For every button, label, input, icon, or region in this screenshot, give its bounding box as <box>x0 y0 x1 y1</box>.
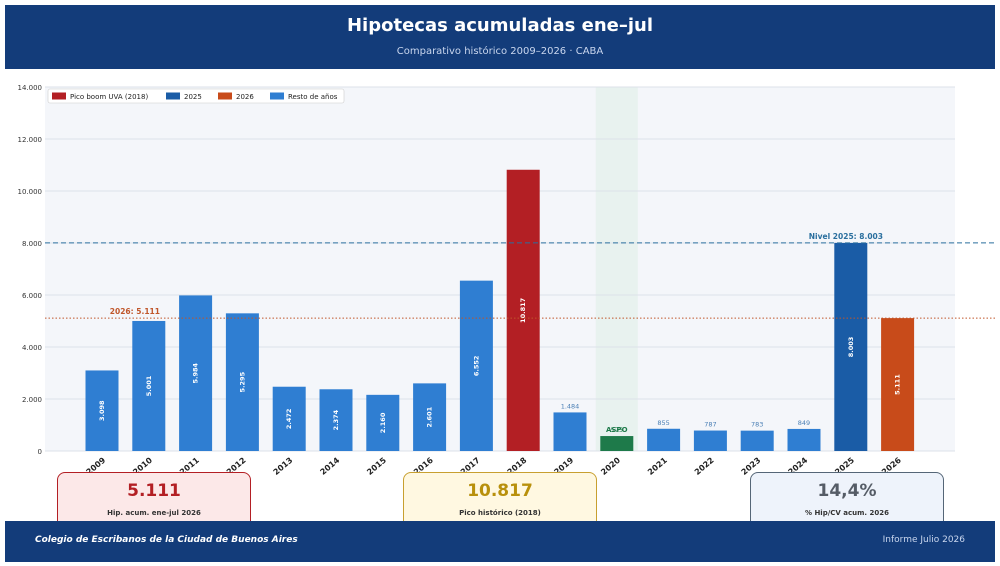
data-label: 5.111 <box>894 374 902 395</box>
bar-2022 <box>693 430 727 451</box>
data-label: 5.001 <box>145 375 153 396</box>
data-label: 2.601 <box>426 406 434 427</box>
y-tick-label: 0 <box>38 448 42 456</box>
bar-2012 <box>225 313 259 451</box>
y-tick-label: 2.000 <box>22 396 42 404</box>
x-tick-label: 2021 <box>646 455 669 475</box>
y-tick-label: 4.000 <box>22 344 42 352</box>
bar-2018 <box>506 169 540 451</box>
data-label: 575 <box>611 426 623 434</box>
y-tick-label: 6.000 <box>22 292 42 300</box>
footer-banner: Colegio de Escribanos de la Ciudad de Bu… <box>5 521 995 562</box>
bar-2015 <box>366 394 400 451</box>
data-label: 5.295 <box>238 371 246 392</box>
x-tick-label: 2014 <box>318 455 341 475</box>
bar-2016 <box>413 383 447 451</box>
shaded-band <box>595 87 638 451</box>
legend-label: Resto de años <box>288 93 338 101</box>
kpi-label: Pico histórico (2018) <box>459 509 541 517</box>
bar-2014 <box>319 389 353 451</box>
y-tick-label: 10.000 <box>18 188 43 196</box>
footer-organization: Colegio de Escribanos de la Ciudad de Bu… <box>35 535 298 545</box>
legend-swatch <box>270 92 284 100</box>
bar-2023 <box>740 430 774 451</box>
data-label: 5.984 <box>192 362 200 383</box>
footer-report-date: Informe Julio 2026 <box>882 535 965 545</box>
data-label: 10.817 <box>519 298 527 323</box>
data-label: 3.098 <box>98 400 106 421</box>
data-label: 849 <box>798 419 810 427</box>
data-label: 787 <box>704 421 716 429</box>
bar-2017 <box>459 280 493 451</box>
data-label: 8.003 <box>847 337 855 358</box>
data-label: 2.374 <box>332 409 340 430</box>
kpi-label: % Hip/CV acum. 2026 <box>805 509 889 517</box>
bar-2026 <box>881 318 915 451</box>
header-banner: Hipotecas acumuladas ene–jul Comparativo… <box>5 5 995 69</box>
bar-2024 <box>787 428 821 451</box>
data-label: 6.552 <box>472 356 480 377</box>
kpi-value: 5.111 <box>127 481 181 501</box>
aspo-annotation: ASPO <box>606 426 628 434</box>
bar-2019 <box>553 412 587 451</box>
data-label: 783 <box>751 421 763 429</box>
reference-line-label-2025: Nivel 2025: 8.003 <box>809 232 883 241</box>
legend-swatch <box>52 92 66 100</box>
x-tick-label: 2015 <box>365 455 388 475</box>
bar-2021 <box>647 428 681 451</box>
legend-label: 2026 <box>236 93 254 101</box>
legend-label: 2025 <box>184 93 202 101</box>
kpi-value: 14,4% <box>817 481 877 501</box>
y-tick-label: 12.000 <box>18 136 43 144</box>
data-label: 1.484 <box>561 402 580 410</box>
x-tick-label: 2022 <box>693 456 716 475</box>
x-tick-label: 2020 <box>599 455 622 475</box>
legend-swatch <box>218 92 232 100</box>
bar-2020 <box>600 436 634 451</box>
page-subtitle: Comparativo histórico 2009–2026 · CABA <box>396 46 604 57</box>
data-label: 2.160 <box>379 412 387 433</box>
kpi-value: 10.817 <box>467 481 533 501</box>
reference-line-label-2026: 2026: 5.111 <box>110 307 160 316</box>
bar-2025 <box>834 242 868 451</box>
data-label: 2.472 <box>285 409 293 430</box>
bar-chart: 0 2.000 4.000 6.000 8.000 10.000 12.000 14.000 3… <box>18 84 995 475</box>
legend-swatch <box>166 92 180 100</box>
kpi-label: Hip. acum. ene-jul 2026 <box>107 509 201 517</box>
legend-label: Pico boom UVA (2018) <box>70 93 148 101</box>
data-label: 855 <box>657 419 669 427</box>
bar-2009 <box>85 370 119 451</box>
y-tick-label: 8.000 <box>22 240 42 248</box>
bar-2011 <box>179 295 213 451</box>
y-tick-label: 14.000 <box>18 84 43 92</box>
x-tick-label: 2013 <box>272 456 295 475</box>
page-title: Hipotecas acumuladas ene–jul <box>346 15 653 36</box>
bar-2010 <box>132 320 166 451</box>
bar-2013 <box>272 386 306 451</box>
